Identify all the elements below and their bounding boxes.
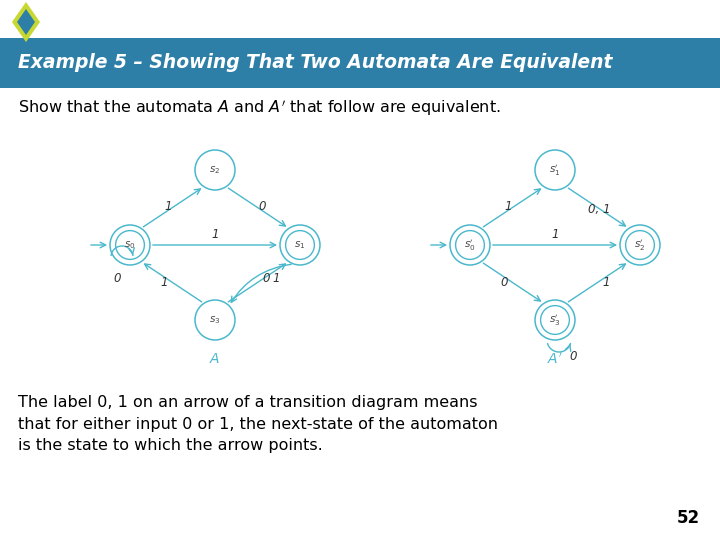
Circle shape: [195, 300, 235, 340]
Circle shape: [535, 150, 575, 190]
Text: 1: 1: [211, 228, 219, 241]
Text: 0, 1: 0, 1: [588, 202, 611, 215]
Text: $s_2$: $s_2$: [210, 164, 220, 176]
Circle shape: [450, 225, 490, 265]
Text: $s_0'$: $s_0'$: [464, 237, 476, 253]
Text: 1: 1: [161, 276, 168, 289]
Text: Example 5 – Showing That Two Automata Are Equivalent: Example 5 – Showing That Two Automata Ar…: [18, 53, 613, 72]
Circle shape: [620, 225, 660, 265]
Text: $s_3$: $s_3$: [210, 314, 221, 326]
Text: 0: 0: [570, 350, 577, 363]
Polygon shape: [12, 2, 40, 42]
Text: 0: 0: [500, 276, 508, 289]
Circle shape: [110, 225, 150, 265]
Text: 1: 1: [602, 276, 610, 289]
Text: 0: 0: [258, 199, 266, 213]
Text: 1: 1: [552, 228, 559, 241]
Text: $s_0$: $s_0$: [125, 239, 136, 251]
Circle shape: [535, 300, 575, 340]
Text: $s_1$: $s_1$: [294, 239, 306, 251]
Text: 0: 0: [262, 272, 270, 285]
Text: $A$: $A$: [210, 352, 220, 366]
Circle shape: [195, 150, 235, 190]
Text: $s_2'$: $s_2'$: [634, 237, 646, 253]
Text: Show that the automata $A$ and $A'$ that follow are equivalent.: Show that the automata $A$ and $A'$ that…: [18, 98, 501, 118]
Text: $s_3'$: $s_3'$: [549, 312, 561, 328]
Text: $A'$: $A'$: [547, 352, 563, 367]
Text: 1: 1: [164, 199, 172, 213]
Circle shape: [280, 225, 320, 265]
Text: 1: 1: [272, 272, 280, 285]
Text: $s_1'$: $s_1'$: [549, 163, 561, 178]
FancyBboxPatch shape: [0, 38, 720, 88]
Text: 1: 1: [505, 199, 512, 213]
Text: 0: 0: [113, 272, 121, 285]
Text: The label 0, 1 on an arrow of a transition diagram means
that for either input 0: The label 0, 1 on an arrow of a transiti…: [18, 395, 498, 453]
Polygon shape: [17, 9, 35, 35]
Text: 52: 52: [677, 509, 700, 527]
